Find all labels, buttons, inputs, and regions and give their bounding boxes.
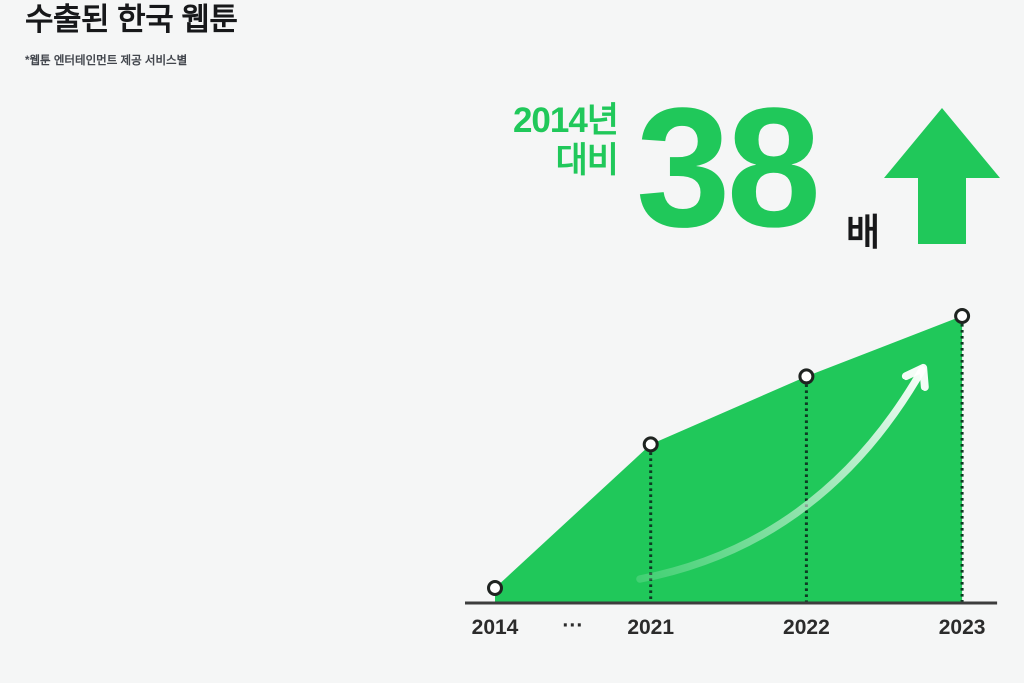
stat-baseline-label: 2014년 대비 [418,101,619,181]
x-axis-label: 2021 [627,616,674,639]
stat-baseline-line2: 대비 [555,141,619,180]
data-point-marker [487,580,503,596]
page-title: 수출된 한국 웹툰 [25,2,238,37]
x-axis-label: 2023 [939,616,986,639]
data-point-marker [954,308,971,324]
area-fill [495,316,963,603]
chart-generated: 2014 2021 2022 2023 ··· [465,308,998,639]
stat-multiplier-value: 38 [636,73,821,263]
x-axis-gap-marker: ··· [562,614,583,637]
data-point-marker [642,436,659,453]
stat-multiplier-unit: 배 [846,212,881,253]
surge-arrow-icon [884,108,1000,244]
x-axis-label: 2022 [783,616,830,639]
page-footnote: *웹툰 엔터테인먼트 제공 서비스별 [25,55,188,67]
trend-arrow [636,370,922,583]
surge-arrow-shape [884,108,1000,244]
data-point-marker [798,368,815,385]
x-axis-label: 2014 [472,616,519,639]
stat-baseline-line1: 2014년 [512,101,619,140]
